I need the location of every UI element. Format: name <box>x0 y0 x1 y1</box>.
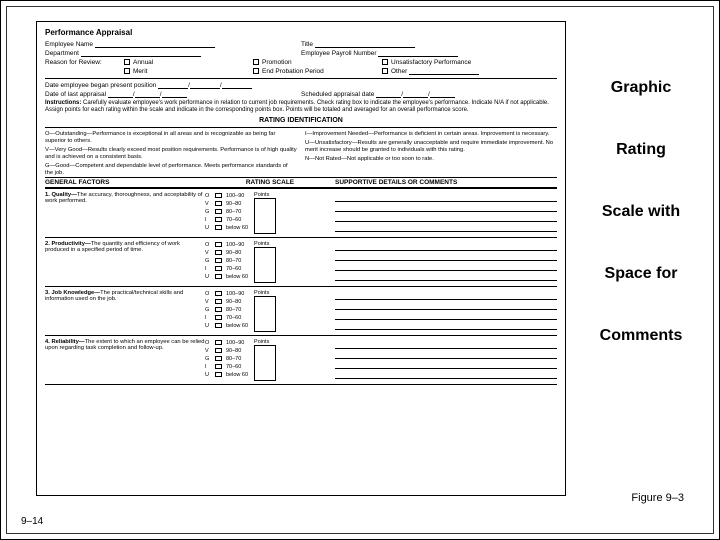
rating-definitions: O—Outstanding—Performance is exceptional… <box>45 131 557 177</box>
rating-id-header: RATING IDENTIFICATION <box>45 117 557 124</box>
rating-scale-hdr: RATING SCALE <box>205 179 335 186</box>
n-def: N—Not Rated—Not applicable or too soon t… <box>305 156 557 163</box>
last-appr-label: Date of last appraisal <box>45 91 106 98</box>
factor-row: 2. Productivity—The quantity and efficie… <box>45 238 557 287</box>
title-word-4: Space for <box>581 265 701 283</box>
o-def: O—Outstanding—Performance is exceptional… <box>45 131 297 145</box>
title-word-1: Graphic <box>581 79 701 97</box>
factor-row: 3. Job Knowledge—The practical/technical… <box>45 287 557 336</box>
merit-option: Merit <box>133 68 147 75</box>
page-number: 9–14 <box>21 516 43 527</box>
title-word-2: Rating <box>581 141 701 159</box>
title-word-5: Comments <box>581 327 701 345</box>
other-option: Other <box>391 68 407 75</box>
i-def: I—Improvement Needed—Performance is defi… <box>305 131 557 138</box>
reason-label: Reason for Review: <box>45 59 102 66</box>
payroll-label: Employee Payroll Number <box>301 50 377 57</box>
instr-label: Instructions: <box>45 100 81 106</box>
figure-label: Figure 9–3 <box>631 492 684 504</box>
general-factors-hdr: GENERAL FACTORS <box>45 179 205 186</box>
factor-row: 1. Quality—The accuracy, thoroughness, a… <box>45 189 557 238</box>
unsat-option: Unsatisfactory Performance <box>391 59 471 66</box>
sched-label: Scheduled appraisal date <box>301 91 374 98</box>
dept-label: Department <box>45 50 79 57</box>
v-def: V—Very Good—Results clearly exceed most … <box>45 147 297 161</box>
began-label: Date employee began present position <box>45 82 156 89</box>
promotion-option: Promotion <box>262 59 292 66</box>
supportive-hdr: SUPPORTIVE DETAILS OR COMMENTS <box>335 179 557 186</box>
form-heading: Performance Appraisal <box>45 28 557 37</box>
title-label: Title <box>301 41 313 48</box>
title-word-3: Scale with <box>581 203 701 221</box>
u-def: U—Unsatisfactory—Results are generally u… <box>305 140 557 154</box>
factor-row: 4. Reliability—The extent to which an em… <box>45 336 557 385</box>
endprob-option: End Probation Period <box>262 68 324 75</box>
emp-name-label: Employee Name <box>45 41 93 48</box>
instructions-text: Carefully evaluate employee's work perfo… <box>45 100 549 113</box>
appraisal-form: Performance Appraisal Employee Name Titl… <box>36 21 566 496</box>
g-def: G—Good—Competent and dependable level of… <box>45 163 297 177</box>
annual-option: Annual <box>133 59 153 66</box>
